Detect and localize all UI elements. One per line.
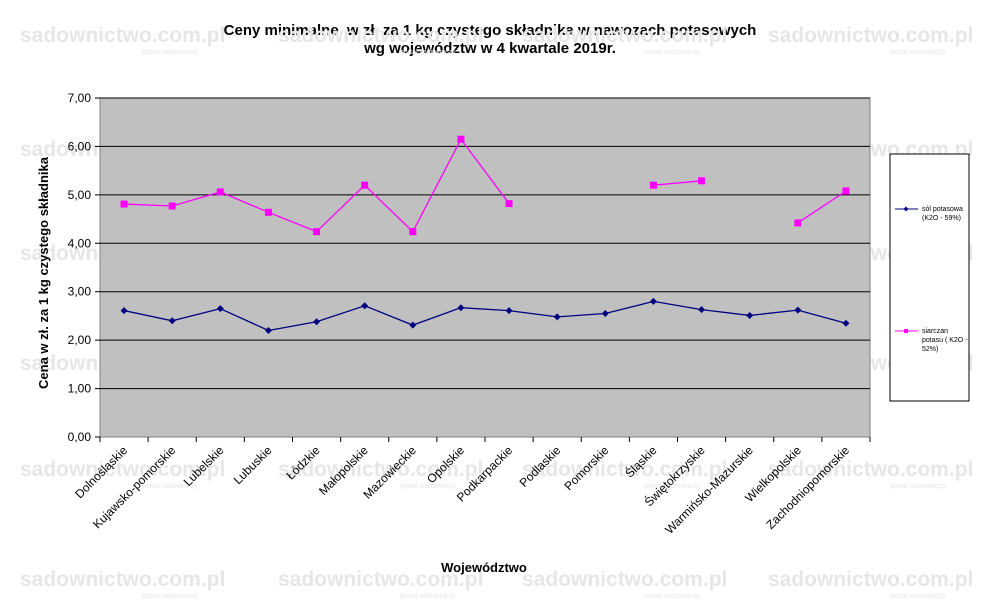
legend-label: potasu ( K2O - <box>922 337 968 344</box>
watermark-text: sadownictwo.com.pl <box>522 24 727 47</box>
watermark-subtext: portal sadowniczy <box>890 483 946 490</box>
data-point <box>842 187 850 195</box>
data-point <box>361 302 369 310</box>
series-line <box>653 180 702 186</box>
watermark-text: sadownictwo.com.pl <box>278 568 483 591</box>
data-point <box>698 306 706 314</box>
watermark-subtext: portal sadowniczy <box>142 483 198 490</box>
data-point <box>409 321 417 329</box>
watermark-text: sadownictwo.com.pl <box>20 24 225 47</box>
y-tick-label: 3,00 <box>68 285 92 299</box>
y-tick-label: 2,00 <box>68 333 92 347</box>
watermark-text: sadownictwo.com.pl <box>768 24 973 47</box>
data-point <box>120 200 128 208</box>
data-point <box>505 307 513 315</box>
data-point <box>649 297 657 305</box>
data-point <box>746 311 754 319</box>
y-tick-label: 0,00 <box>68 430 92 444</box>
data-point <box>601 310 609 318</box>
y-axis-label: Cena w zł. za 1 kg czystego składnika <box>36 156 51 389</box>
watermark-text: sadownictwo.com.pl <box>522 458 727 481</box>
legend-label: 52%) <box>922 346 938 353</box>
y-axis-ticks: 0,00 1,00 2,00 3,00 4,00 5,00 6,00 7,00 <box>68 91 100 444</box>
chart-title-line-1: Ceny minimalne w zł. za 1 kg czystego sk… <box>223 22 757 39</box>
legend-label: siarczan <box>922 328 948 335</box>
series-2 <box>120 135 850 236</box>
watermark-text: sadownictwo.com.pl <box>278 24 483 47</box>
data-point <box>409 228 417 236</box>
data-point <box>264 208 272 216</box>
data-point <box>264 326 272 334</box>
legend-item: sól potasowa (K2O - 59%) <box>895 206 963 222</box>
series-1 <box>120 297 850 334</box>
watermark-subtext: portal sadowniczy <box>400 483 456 490</box>
data-point <box>313 318 321 326</box>
gridlines <box>100 97 870 390</box>
data-point <box>842 319 850 327</box>
watermark-subtext: portal sadowniczy <box>644 483 700 490</box>
watermark-subtext: portal sadowniczy <box>142 593 198 600</box>
data-point <box>505 200 513 208</box>
legend-box <box>889 153 970 402</box>
watermark-text: sadownictwo.com.pl <box>522 568 727 591</box>
watermark-text: sadownictwo.com.pl <box>278 458 483 481</box>
legend-label: (K2O - 59%) <box>922 215 961 222</box>
legend-items: sól potasowa (K2O - 59%) siarczan potasu ( … <box>895 206 968 353</box>
watermark-text: sadownictwo.com.pl <box>20 568 225 591</box>
watermark-text: sadownictwo.com.pl <box>20 458 225 481</box>
data-point <box>216 305 224 313</box>
watermark-subtext: portal sadowniczy <box>400 593 456 600</box>
series-line <box>797 190 847 224</box>
data-point <box>313 228 321 236</box>
watermark-subtext: portal sadowniczy <box>890 49 946 56</box>
data-point <box>120 307 128 315</box>
data-point <box>698 177 706 185</box>
y-tick-label: 5,00 <box>68 188 92 202</box>
chart-title-line-2: wg województw w 4 kwartale 2019r. <box>364 40 616 57</box>
legend-item: siarczan potasu ( K2O - 52%) <box>895 328 968 353</box>
watermark-subtext: portal sadowniczy <box>644 49 700 56</box>
watermark-subtext: portal sadowniczy <box>142 49 198 56</box>
data-point <box>794 306 802 314</box>
legend-marker <box>903 206 909 212</box>
data-point <box>216 188 224 196</box>
data-point <box>168 202 176 210</box>
data-point <box>457 304 465 312</box>
plot-area <box>99 97 871 438</box>
watermark-subtext: portal sadowniczy <box>400 49 456 56</box>
legend-label: sól potasowa <box>922 206 963 213</box>
x-axis-label: Województwo <box>441 560 527 575</box>
chart-title: Ceny minimalne w zł. za 1 kg czystego sk… <box>150 22 830 58</box>
y-tick-label: 7,00 <box>68 91 92 105</box>
watermark-text: sadownictwo.com.pl <box>768 458 973 481</box>
watermark-text: sadownictwo.com.pl <box>768 568 973 591</box>
data-point <box>649 181 657 189</box>
data-point <box>361 181 369 189</box>
watermark-subtext: portal sadowniczy <box>644 593 700 600</box>
legend-marker <box>904 329 908 333</box>
x-tick-label: Zachodniopomorskie <box>763 443 852 532</box>
data-point <box>553 313 561 321</box>
series-line <box>123 300 847 332</box>
watermark-subtext: portal sadowniczy <box>890 593 946 600</box>
y-tick-label: 6,00 <box>68 139 92 153</box>
y-tick-label: 4,00 <box>68 236 92 250</box>
y-tick-label: 1,00 <box>68 382 92 396</box>
x-tick-label: Lubuskie <box>231 443 275 487</box>
data-point <box>457 135 465 143</box>
series-layer <box>120 135 850 334</box>
legend: sól potasowa (K2O - 59%) siarczan potasu ( … <box>889 153 970 402</box>
data-point <box>794 219 802 227</box>
data-point <box>168 317 176 325</box>
